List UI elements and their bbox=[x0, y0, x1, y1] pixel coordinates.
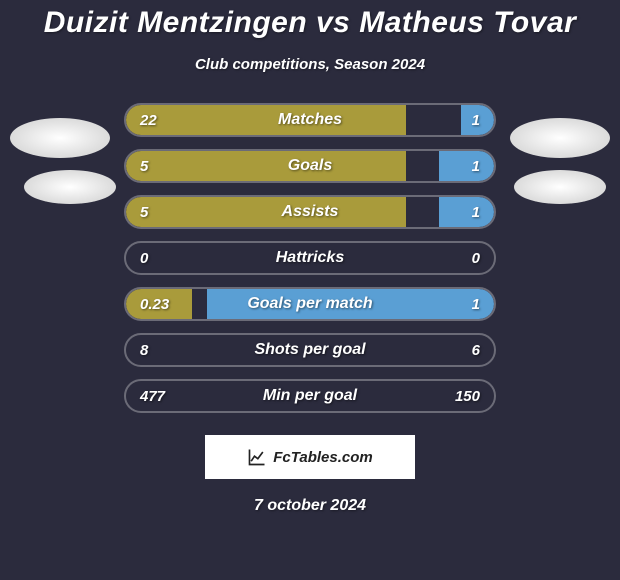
stat-bar-right bbox=[439, 197, 494, 227]
date-text: 7 october 2024 bbox=[254, 497, 366, 515]
stat-value-right: 1 bbox=[472, 296, 480, 313]
stat-bar-right bbox=[207, 289, 494, 319]
stat-bar-right bbox=[439, 151, 494, 181]
stat-value-left: 22 bbox=[140, 112, 157, 129]
player-right-avatar-placeholder bbox=[510, 118, 610, 158]
stat-value-left: 0 bbox=[140, 250, 148, 267]
stat-label: Shots per goal bbox=[126, 341, 494, 359]
stat-value-right: 1 bbox=[472, 204, 480, 221]
stat-value-left: 8 bbox=[140, 342, 148, 359]
brand-badge: FcTables.com bbox=[205, 435, 415, 479]
stat-row: 221Matches bbox=[124, 103, 496, 137]
stat-value-right: 150 bbox=[455, 388, 480, 405]
stat-row: 0 0Hattricks bbox=[124, 241, 496, 275]
stat-row: 51Assists bbox=[124, 195, 496, 229]
player-left-avatar-shadow bbox=[24, 170, 116, 204]
stat-row: 51Goals bbox=[124, 149, 496, 183]
stat-value-left: 5 bbox=[140, 158, 148, 175]
stat-value-right: 0 bbox=[472, 250, 480, 267]
comparison-infographic: Duizit Mentzingen vs Matheus Tovar Club … bbox=[0, 0, 620, 580]
stat-value-right: 1 bbox=[472, 158, 480, 175]
stat-label: Min per goal bbox=[126, 387, 494, 405]
stat-value-left: 5 bbox=[140, 204, 148, 221]
stat-bar-left bbox=[126, 105, 406, 135]
stat-bar-left bbox=[126, 151, 406, 181]
stat-row: 477 150Min per goal bbox=[124, 379, 496, 413]
stat-bar-left bbox=[126, 197, 406, 227]
stat-row: 8 6Shots per goal bbox=[124, 333, 496, 367]
stat-row: 0.231Goals per match bbox=[124, 287, 496, 321]
page-title: Duizit Mentzingen vs Matheus Tovar bbox=[44, 6, 577, 40]
chart-icon bbox=[247, 447, 267, 467]
stat-value-left: 0.23 bbox=[140, 296, 169, 313]
player-right-avatar-shadow bbox=[514, 170, 606, 204]
stat-label: Hattricks bbox=[126, 249, 494, 267]
stat-value-right: 6 bbox=[472, 342, 480, 359]
subtitle: Club competitions, Season 2024 bbox=[195, 56, 425, 73]
stat-value-right: 1 bbox=[472, 112, 480, 129]
brand-text: FcTables.com bbox=[273, 449, 372, 466]
stat-value-left: 477 bbox=[140, 388, 165, 405]
player-left-avatar-placeholder bbox=[10, 118, 110, 158]
